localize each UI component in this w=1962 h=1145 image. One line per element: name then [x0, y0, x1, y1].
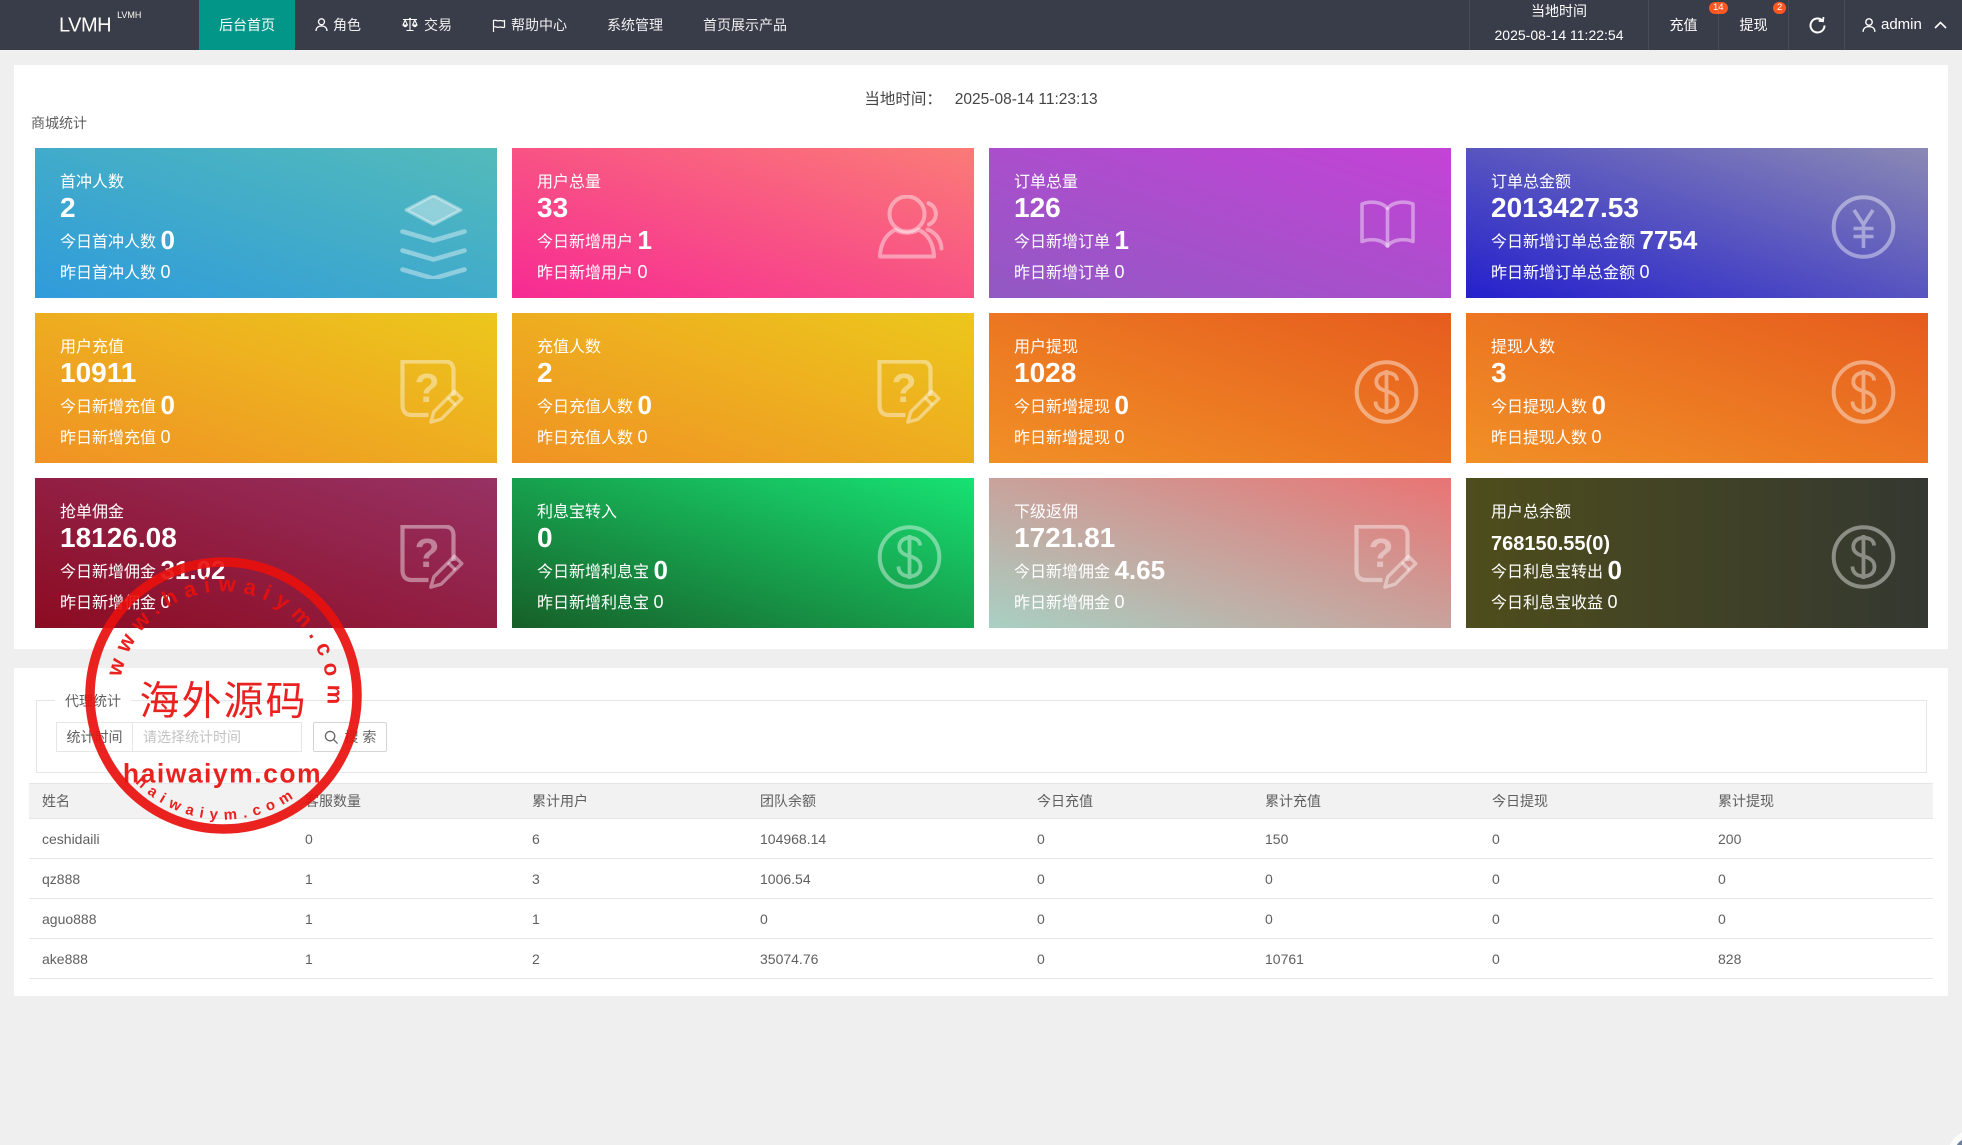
- svg-text:?: ?: [414, 530, 439, 576]
- svg-text:海外源码: 海外源码: [140, 679, 308, 724]
- svg-text:?: ?: [1368, 530, 1393, 576]
- svg-text:haiwaiym.com: haiwaiym.com: [123, 759, 322, 789]
- svg-text:?: ?: [891, 365, 916, 411]
- svg-text:?: ?: [414, 365, 439, 411]
